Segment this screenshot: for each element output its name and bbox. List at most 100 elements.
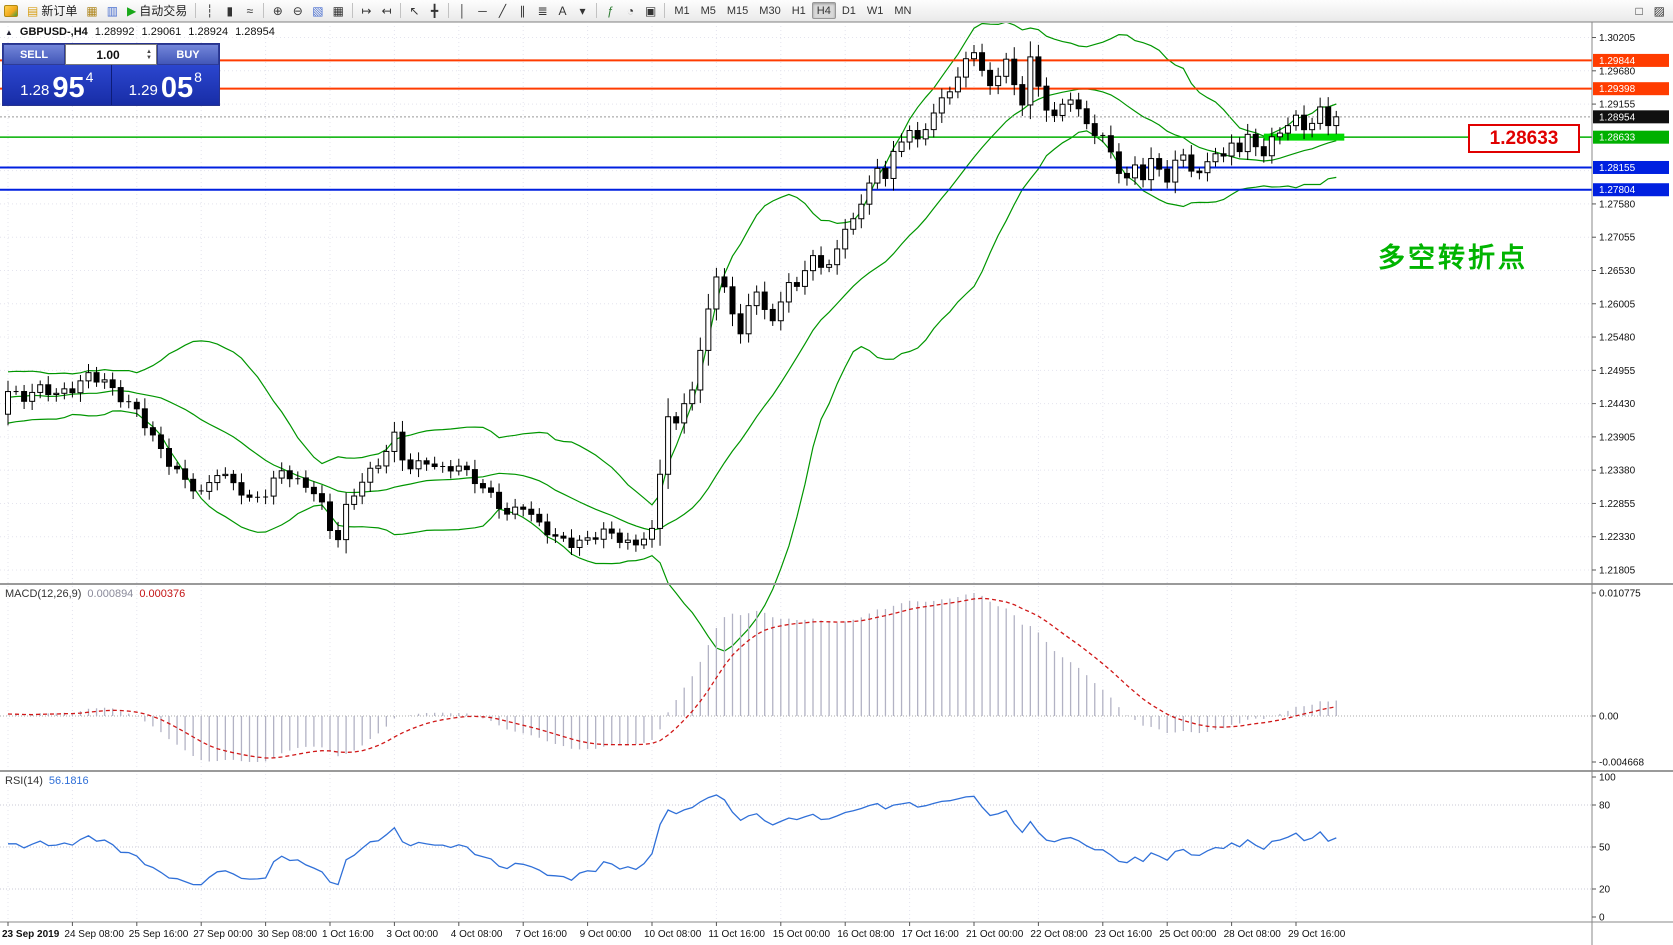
vertical-line-button-icon: │ bbox=[458, 3, 467, 18]
sell-button[interactable]: SELL bbox=[3, 44, 65, 65]
svg-text:25 Oct 00:00: 25 Oct 00:00 bbox=[1159, 929, 1217, 940]
macd-indicator-label: MACD(12,26,9) 0.000894 0.000376 bbox=[5, 588, 185, 600]
indicators-button[interactable]: ƒ bbox=[601, 1, 620, 20]
svg-text:23 Sep 2019: 23 Sep 2019 bbox=[2, 929, 60, 940]
channel-button[interactable]: ∥ bbox=[513, 1, 532, 20]
autotrading-button-icon: ▶ bbox=[127, 3, 137, 18]
svg-text:1.27804: 1.27804 bbox=[1599, 185, 1636, 196]
sell-price-big: 95 bbox=[52, 72, 85, 105]
svg-text:3 Oct 00:00: 3 Oct 00:00 bbox=[386, 929, 438, 940]
vertical-line-button[interactable]: │ bbox=[453, 1, 472, 20]
grid-button[interactable]: ▦ bbox=[329, 1, 348, 20]
timeframe-m5[interactable]: M5 bbox=[700, 4, 716, 17]
cursor-button[interactable]: ↖ bbox=[405, 1, 424, 20]
svg-text:1.30205: 1.30205 bbox=[1599, 33, 1636, 44]
crosshair-button[interactable]: ╋ bbox=[425, 1, 444, 20]
volume-spinner: ▲ ▼ bbox=[144, 49, 154, 61]
fibonacci-button[interactable]: ≣ bbox=[533, 1, 552, 20]
svg-text:1.29680: 1.29680 bbox=[1599, 66, 1636, 77]
volume-decrease-button[interactable]: ▼ bbox=[146, 54, 152, 61]
zoom-in-button-icon: ⊕ bbox=[272, 3, 283, 18]
zoom-out-button[interactable]: ⊖ bbox=[288, 1, 307, 20]
period-button-icon: ◔ bbox=[626, 3, 635, 18]
svg-text:22 Oct 08:00: 22 Oct 08:00 bbox=[1030, 929, 1088, 940]
chart-shift-button-icon: ↤ bbox=[381, 3, 392, 18]
fibonacci-button-icon: ≣ bbox=[537, 3, 548, 18]
symbol-info-bar: ▲ GBPUSD-,H4 1.28992 1.29061 1.28924 1.2… bbox=[5, 26, 275, 38]
templates-button[interactable]: ▣ bbox=[641, 1, 660, 20]
timeframe-w1[interactable]: W1 bbox=[866, 4, 884, 17]
sell-price-sup: 4 bbox=[85, 69, 94, 85]
one-click-collapse-icon[interactable]: ▲ bbox=[5, 27, 13, 37]
line-chart-button[interactable]: ≈ bbox=[240, 1, 259, 20]
svg-text:1.28155: 1.28155 bbox=[1599, 163, 1636, 174]
candlestick-chart-button[interactable]: ▮ bbox=[220, 1, 239, 20]
volume-field[interactable]: 1.00 ▲ ▼ bbox=[65, 44, 157, 65]
indicators-button-icon: ƒ bbox=[607, 3, 614, 18]
sell-price[interactable]: 1.28 95 4 bbox=[3, 65, 111, 105]
arrows-button[interactable]: ▾ bbox=[573, 1, 592, 20]
ohlc-close: 1.28954 bbox=[235, 26, 275, 38]
svg-text:17 Oct 16:00: 17 Oct 16:00 bbox=[902, 929, 960, 940]
buy-button[interactable]: BUY bbox=[157, 44, 219, 65]
timeframe-d1[interactable]: D1 bbox=[841, 4, 856, 17]
chart-properties-button-icon: ▨ bbox=[1653, 3, 1665, 18]
window-layout-button[interactable]: □ bbox=[1630, 1, 1649, 20]
svg-text:30 Sep 08:00: 30 Sep 08:00 bbox=[258, 929, 318, 940]
volume-value: 1.00 bbox=[96, 47, 120, 62]
toolbar-separator bbox=[351, 3, 353, 18]
data-window-button[interactable]: ▥ bbox=[103, 1, 122, 20]
svg-text:9 Oct 00:00: 9 Oct 00:00 bbox=[580, 929, 632, 940]
auto-scroll-button[interactable]: ↦ bbox=[357, 1, 376, 20]
macd-scale[interactable]: 0.010775 0.00 -0.004668 bbox=[1592, 589, 1644, 769]
svg-text:-0.004668: -0.004668 bbox=[1599, 758, 1644, 769]
new-order-button[interactable]: ▤ 新订单 bbox=[23, 1, 81, 20]
chart-properties-button[interactable]: ▨ bbox=[1650, 1, 1669, 20]
volume-increase-button[interactable]: ▲ bbox=[146, 48, 152, 55]
svg-text:1.24955: 1.24955 bbox=[1599, 366, 1636, 377]
timeframe-m30[interactable]: M30 bbox=[759, 4, 781, 17]
buy-price[interactable]: 1.29 05 8 bbox=[112, 65, 220, 105]
timeframe-h4[interactable]: H4 bbox=[811, 2, 836, 19]
time-axis[interactable]: 23 Sep 2019 24 Sep 08:00 25 Sep 16:00 27 Se… bbox=[2, 922, 1346, 940]
trendline-button[interactable]: ╱ bbox=[493, 1, 512, 20]
timeframe-mn[interactable]: MN bbox=[894, 4, 912, 17]
svg-text:1.28954: 1.28954 bbox=[1599, 112, 1636, 123]
rsi-scale[interactable]: 100 80 50 20 0 bbox=[1592, 773, 1616, 924]
price-level-annotation[interactable]: 1.28633 bbox=[1468, 124, 1580, 153]
price-scale[interactable]: 1.30205 1.29680 1.29155 1.27580 1.27055 1.265… bbox=[1592, 33, 1636, 577]
macd-signal-value: 0.000376 bbox=[139, 588, 186, 600]
bar-chart-button[interactable]: ┆ bbox=[200, 1, 219, 20]
svg-text:1.26530: 1.26530 bbox=[1599, 266, 1636, 277]
symbol-name: GBPUSD-,H4 bbox=[19, 26, 88, 38]
svg-text:29 Oct 16:00: 29 Oct 16:00 bbox=[1288, 929, 1346, 940]
sell-price-main: 1.28 bbox=[20, 81, 50, 99]
panel-frames bbox=[0, 22, 1673, 945]
timeframe-m15[interactable]: M15 bbox=[726, 4, 749, 17]
timeframe-h1[interactable]: H1 bbox=[791, 4, 806, 17]
main-toolbar: ▤ 新订单 ▦ ▥ ▶ 自动交易 ┆ ▮ ≈ ⊕ ⊖ ▧ ▦ ↦ ↤ ↖ ╋ │ ─ ╱ ∥ ≣ A ▾ ƒ ◔ ▣ M1 M5 M15 M… bbox=[0, 0, 1673, 22]
svg-text:1.27580: 1.27580 bbox=[1599, 199, 1636, 210]
svg-text:23 Oct 16:00: 23 Oct 16:00 bbox=[1095, 929, 1153, 940]
bollinger-bands bbox=[7, 21, 1337, 652]
text-button[interactable]: A bbox=[553, 1, 572, 20]
svg-text:80: 80 bbox=[1599, 801, 1611, 812]
toolbar-separator bbox=[595, 3, 597, 18]
arrows-button-icon: ▾ bbox=[579, 3, 586, 18]
tile-windows-button[interactable]: ▧ bbox=[308, 1, 327, 20]
chart-windows-button[interactable]: ▦ bbox=[82, 1, 101, 20]
svg-text:28 Oct 08:00: 28 Oct 08:00 bbox=[1224, 929, 1282, 940]
horizontal-line-button[interactable]: ─ bbox=[473, 1, 492, 20]
price-divider bbox=[110, 65, 112, 105]
turn-point-annotation[interactable]: 多空转折点 bbox=[1378, 243, 1528, 273]
app-icon bbox=[4, 4, 18, 17]
toolbar-separator bbox=[263, 3, 265, 18]
svg-text:1.23905: 1.23905 bbox=[1599, 432, 1636, 443]
chart-shift-button[interactable]: ↤ bbox=[377, 1, 396, 20]
autotrading-button[interactable]: ▶ 自动交易 bbox=[123, 1, 191, 20]
period-button[interactable]: ◔ bbox=[621, 1, 640, 20]
zoom-in-button[interactable]: ⊕ bbox=[268, 1, 287, 20]
timeframe-m1[interactable]: M1 bbox=[674, 4, 690, 17]
